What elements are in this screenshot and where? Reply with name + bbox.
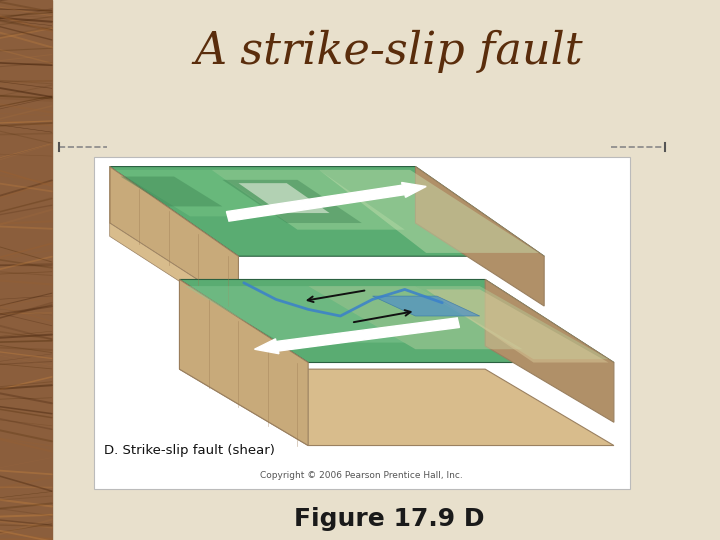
Polygon shape [308,286,523,349]
Polygon shape [109,166,238,306]
Bar [0,0,52,540]
Text: Figure 17.9 D: Figure 17.9 D [294,508,484,531]
FancyArrow shape [226,183,426,221]
Polygon shape [238,183,330,213]
Polygon shape [415,166,544,306]
FancyArrow shape [255,318,459,354]
Polygon shape [109,166,544,256]
Text: A strike-slip fault: A strike-slip fault [194,30,583,73]
Polygon shape [185,286,405,342]
Bar [94,157,630,489]
Polygon shape [212,170,405,230]
Polygon shape [319,170,539,253]
Polygon shape [115,170,282,217]
Polygon shape [179,369,614,445]
Polygon shape [426,289,608,362]
Polygon shape [222,180,361,223]
Polygon shape [179,280,614,362]
Text: D. Strike-slip fault (shear): D. Strike-slip fault (shear) [104,444,275,457]
Polygon shape [415,286,608,359]
Polygon shape [372,296,480,316]
Polygon shape [109,223,238,319]
Text: Copyright © 2006 Pearson Prentice Hall, Inc.: Copyright © 2006 Pearson Prentice Hall, … [261,471,463,481]
Polygon shape [120,177,222,206]
Polygon shape [485,280,614,422]
Polygon shape [179,280,308,446]
